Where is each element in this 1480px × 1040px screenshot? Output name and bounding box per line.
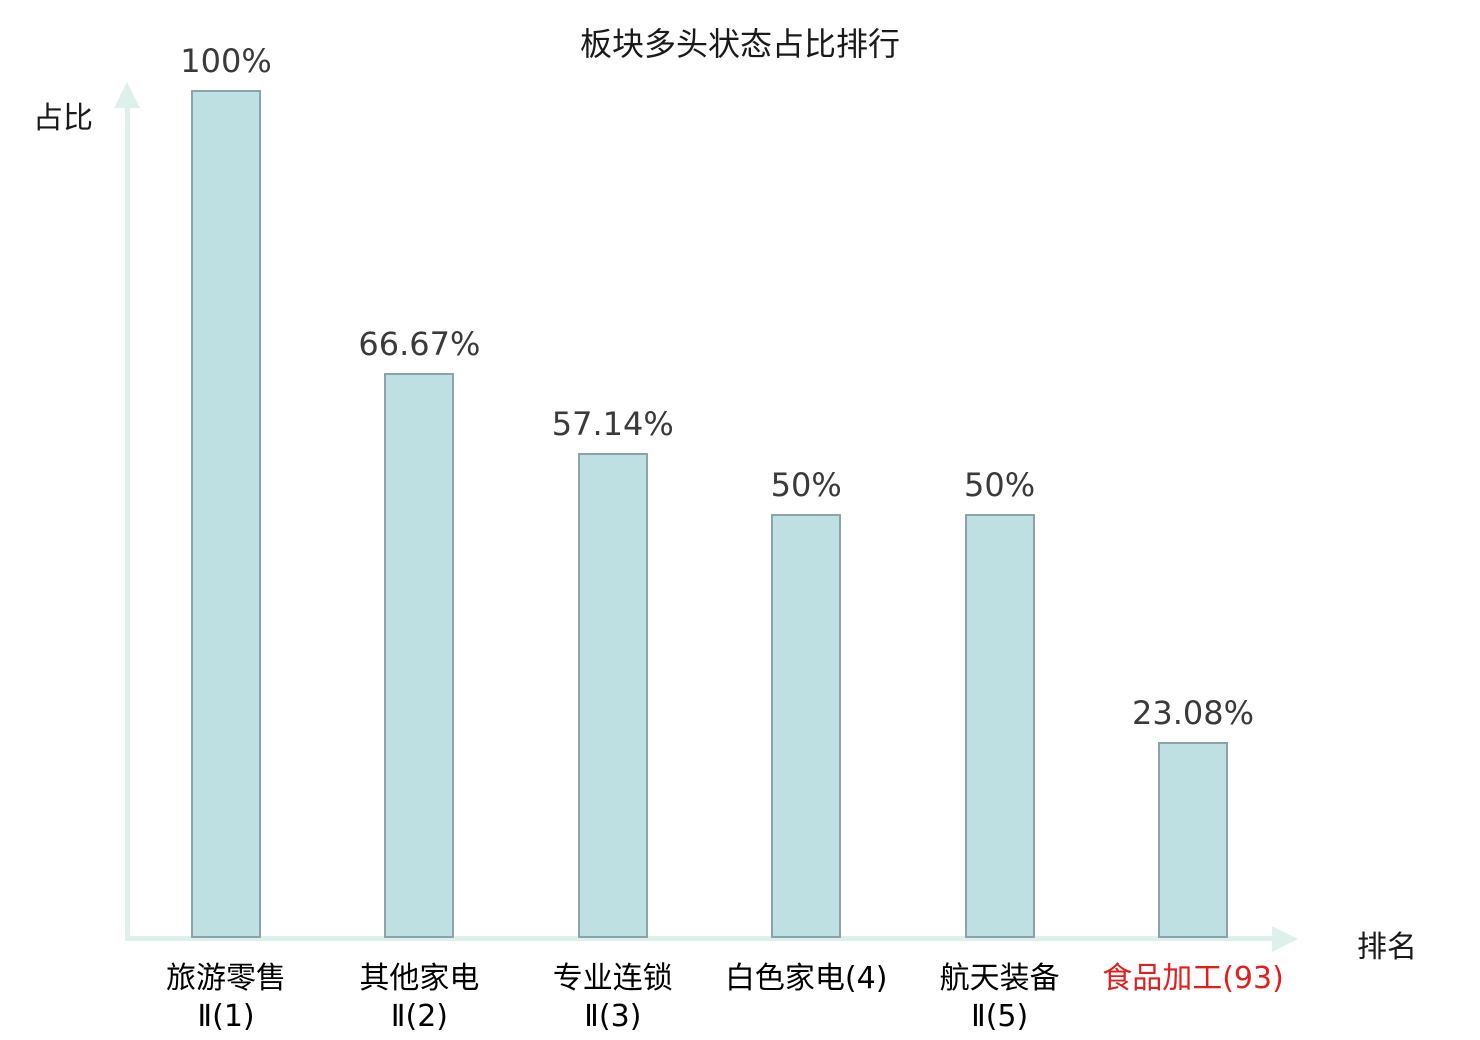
bar-value-label: 57.14% [551,405,674,443]
bar-category-label: 其他家电 Ⅱ(2) [359,961,480,1034]
bar [1158,742,1228,938]
x-axis-label: 排名 [1357,930,1417,965]
bar-category-label: 航天装备 Ⅱ(5) [939,961,1060,1034]
bar-value-label: 23.08% [1131,694,1255,732]
bar [191,90,261,938]
bar-category-label: 食品加工(93) [1102,961,1284,996]
bar-value-label: 50% [770,466,842,504]
bar-category-label: 白色家电(4) [724,961,888,996]
y-axis-label: 占比 [33,101,93,136]
x-axis-line [126,936,1276,941]
bar-category-label: 旅游零售 Ⅱ(1) [166,961,286,1034]
bar-value-label: 50% [964,466,1036,504]
y-axis-arrow-icon [114,82,140,108]
y-axis-line [125,100,130,941]
bar [384,373,455,938]
bar-value-label: 66.67% [358,325,481,363]
x-axis-arrow-icon [1272,925,1298,952]
bar-value-label: 100% [180,42,272,80]
bar [577,453,648,938]
bar [964,514,1035,938]
chart-title: 板块多头状态占比排行 [579,25,901,63]
bar [771,514,842,938]
bar-category-label: 专业连锁 Ⅱ(3) [552,961,673,1034]
